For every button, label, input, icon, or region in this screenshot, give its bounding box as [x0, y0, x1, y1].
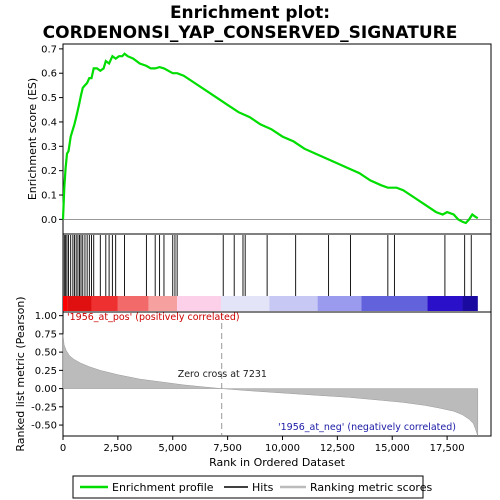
- metric-y-tick-label: -0.50: [31, 421, 57, 432]
- metric-y-tick-label: 0.00: [35, 384, 57, 395]
- es-y-tick-label: 0.7: [41, 44, 57, 55]
- metric-y-tick-label: 0.50: [35, 348, 57, 359]
- metric-y-axis-label: Ranked list metric (Pearson): [14, 296, 27, 451]
- es-y-tick-label: 0.0: [41, 215, 57, 226]
- legend-enrichment-label: Enrichment profile: [112, 481, 214, 494]
- es-y-tick-label: 0.3: [41, 142, 57, 153]
- heat-band-segment: [221, 296, 270, 311]
- heat-band-segment: [361, 296, 428, 311]
- x-tick-label: 7,500: [213, 443, 242, 454]
- metric-panel-frame: [62, 311, 492, 437]
- heat-band-segment: [63, 296, 68, 311]
- enrichment-profile-line: [61, 52, 479, 225]
- metric-y-tick-label: 1.00: [35, 311, 57, 322]
- heat-band-segment: [269, 296, 318, 311]
- x-tick-label: 5,000: [158, 443, 187, 454]
- es-y-tick-label: 0.4: [41, 117, 57, 128]
- x-tick-label: 17,500: [430, 443, 465, 454]
- es-y-tick-label: 0.1: [41, 191, 57, 202]
- metric-y-tick-label: 0.25: [35, 366, 57, 377]
- x-tick-label: 10,000: [265, 443, 300, 454]
- es-y-axis-label: Enrichment score (ES): [26, 78, 39, 200]
- x-axis-label: Rank in Ordered Dataset: [209, 456, 346, 469]
- positive-correlation-label: '1956_at_pos' (positively correlated): [67, 312, 240, 323]
- es-y-tick-label: 0.2: [41, 166, 57, 177]
- heat-band-segment: [67, 296, 92, 311]
- heat-band-segment: [177, 296, 222, 311]
- ranking-metric-area: [62, 333, 479, 437]
- metric-y-tick-label: 0.75: [35, 329, 57, 340]
- x-axis: 0 2,500 5,000 7,500 10,000 12,500 15,000 17,500: [60, 436, 465, 454]
- es-y-tick-label: 0.5: [41, 93, 57, 104]
- heat-band-segment: [427, 296, 463, 311]
- es-y-axis: 0.0 0.1 0.2 0.3 0.4 0.5 0.6 0.7: [41, 44, 63, 226]
- negative-correlation-label: '1956_at_neg' (negatively correlated): [278, 422, 456, 433]
- metric-y-tick-label: -0.25: [31, 402, 57, 413]
- heat-band-segment: [317, 296, 362, 311]
- heat-band-segment: [462, 296, 478, 311]
- ranking-heat-band: [63, 296, 478, 311]
- zero-cross-label: Zero cross at 7231: [178, 369, 267, 380]
- x-tick-label: 0: [60, 443, 66, 454]
- chart-title-line2: CORDENONSI_YAP_CONSERVED_SIGNATURE: [43, 23, 458, 43]
- legend-metric-label: Ranking metric scores: [310, 481, 432, 494]
- es-y-tick-label: 0.6: [41, 69, 57, 80]
- heat-band-segment: [91, 296, 118, 311]
- metric-y-axis: 1.00 0.75 0.50 0.25 0.00 -0.25 -0.50: [31, 311, 63, 432]
- hits-ticks: [63, 235, 472, 296]
- chart-title-line1: Enrichment plot:: [170, 3, 330, 23]
- x-tick-label: 2,500: [104, 443, 133, 454]
- x-tick-label: 12,500: [320, 443, 355, 454]
- heat-band-segment: [148, 296, 178, 311]
- x-tick-label: 15,000: [375, 443, 410, 454]
- legend-hits-label: Hits: [252, 481, 274, 494]
- heat-band-segment: [117, 296, 149, 311]
